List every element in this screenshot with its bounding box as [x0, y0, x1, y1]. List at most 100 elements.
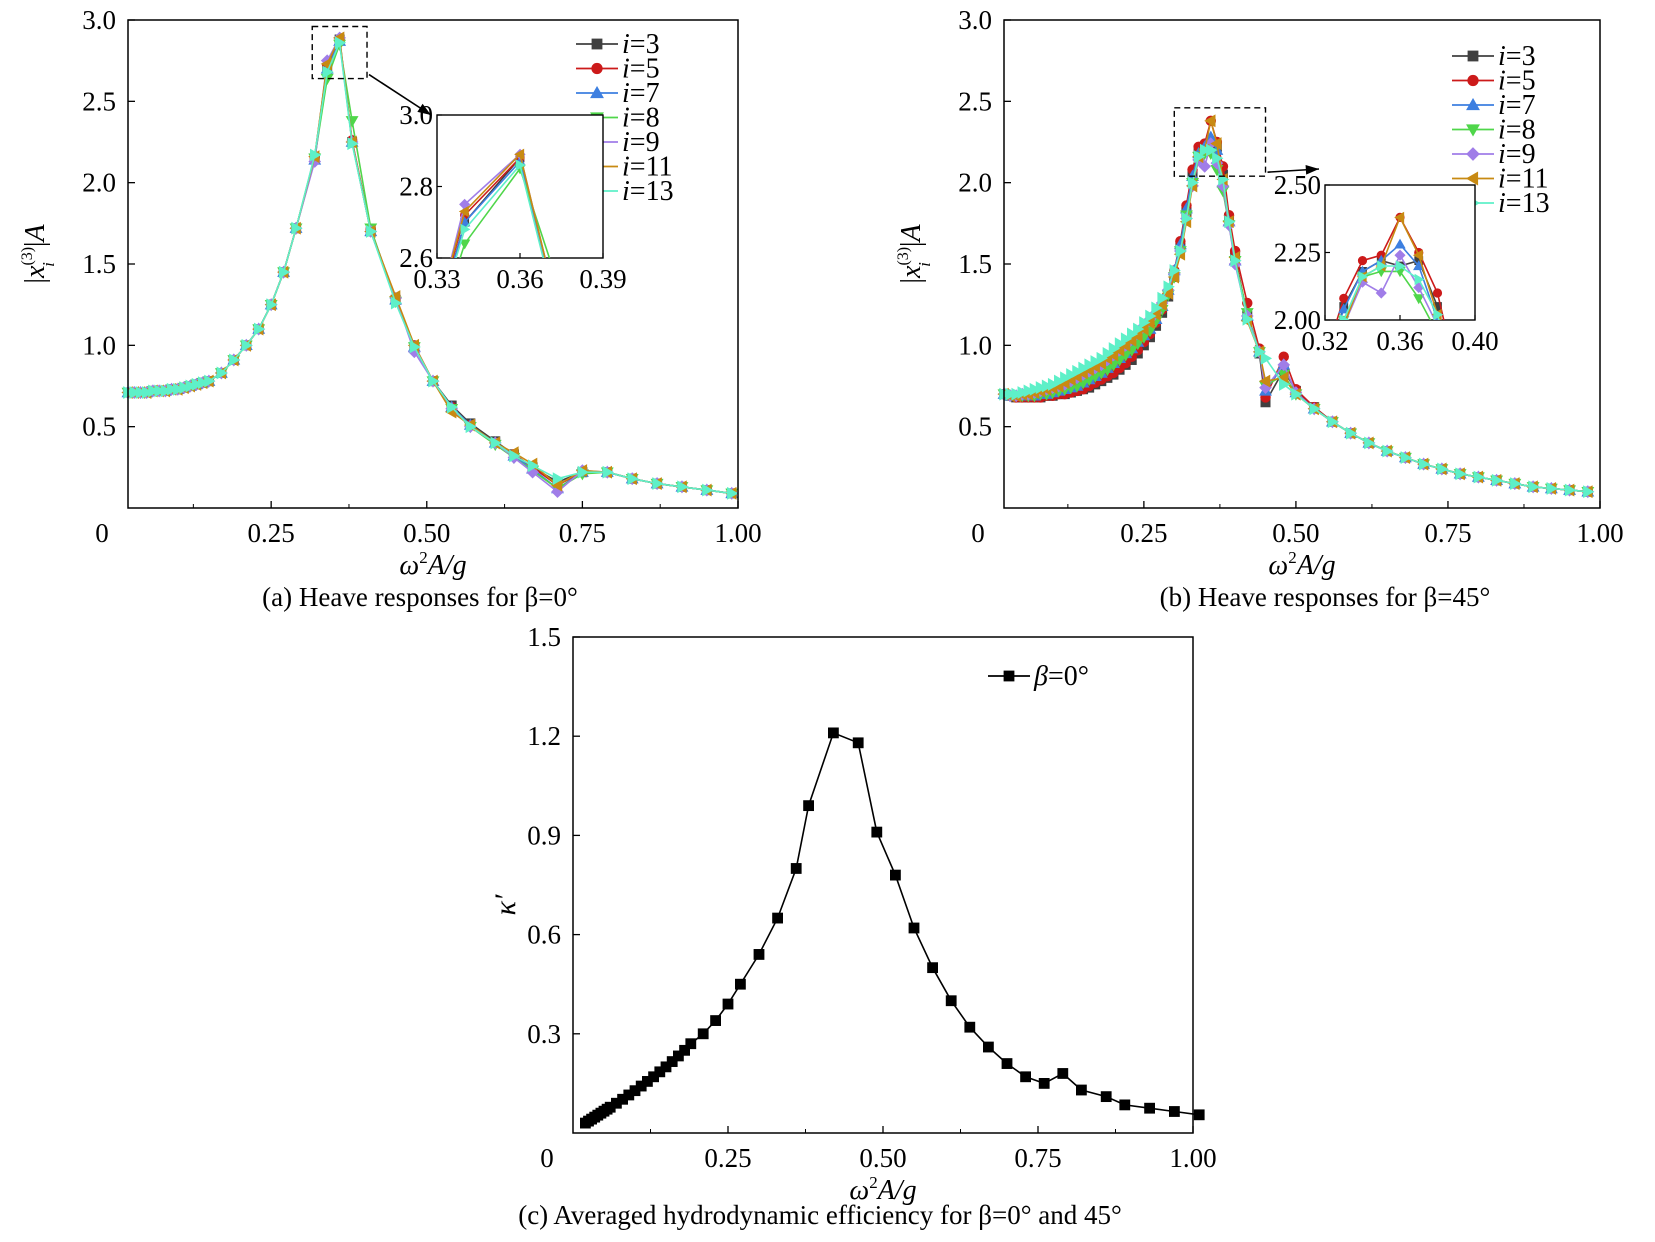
inset-data-point	[1508, 536, 1518, 545]
inset-data-point	[1471, 429, 1479, 437]
inset-y-tick-label: 2.00	[1274, 305, 1321, 335]
data-point	[1039, 1078, 1049, 1088]
y-axis-label: |x(3)i |A|x_i^(3)|/A	[19, 224, 58, 284]
data-point	[1076, 1085, 1086, 1095]
inset-data-point	[1433, 320, 1443, 330]
inset-y-tick-label: 2.8	[399, 172, 433, 202]
inset-data-point	[571, 379, 579, 387]
y-tick-label: 1.2	[527, 721, 561, 751]
inset-data-point	[1508, 516, 1516, 524]
data-point	[1261, 353, 1271, 365]
legend-marker	[592, 39, 602, 49]
data-point	[346, 117, 358, 127]
inset-data-point	[653, 575, 662, 585]
data-point	[1101, 1092, 1111, 1102]
inset-data-point	[570, 378, 579, 388]
y-tick-label: 2.5	[82, 86, 116, 116]
inset-data-point	[653, 575, 663, 585]
data-point	[890, 870, 900, 880]
y-tick-label: 1.5	[527, 622, 561, 652]
inset-data-point	[572, 382, 581, 392]
x-tick-label: 0.25	[248, 518, 295, 548]
x-tick-label: 0.75	[1014, 1143, 1061, 1173]
data-point	[1120, 1100, 1130, 1110]
data-point	[723, 999, 733, 1009]
inset-data-point	[1452, 370, 1460, 378]
series-β=0°	[580, 728, 1204, 1128]
data-point	[686, 1039, 696, 1049]
data-point	[791, 863, 801, 873]
inset-series-line	[763, 261, 1655, 833]
origin-label: 0	[540, 1143, 554, 1173]
inset-data-point	[1283, 473, 1293, 482]
data-point	[773, 913, 783, 923]
inset-data-point	[570, 378, 580, 387]
inset-data-point	[1509, 537, 1517, 545]
inset-data-point	[405, 415, 413, 423]
y-tick-label: 0.3	[527, 1019, 561, 1049]
inset-data-point	[1302, 413, 1310, 421]
x-axis-label: ω2A/g	[1268, 548, 1335, 581]
legend-marker	[1004, 671, 1014, 681]
x-tick-label: 0.25	[1120, 518, 1167, 548]
inset-x-tick-label: 0.36	[496, 264, 543, 294]
inset-data-point	[405, 411, 413, 419]
data-point	[909, 923, 919, 933]
y-tick-label: 2.0	[958, 168, 992, 198]
y-tick-label: 1.5	[82, 249, 116, 279]
inset-data-point	[571, 375, 579, 383]
inset-data-point	[1302, 424, 1310, 432]
data-point	[828, 728, 838, 738]
inset-series-line	[763, 244, 1655, 833]
x-tick-label: 0.50	[859, 1143, 906, 1173]
inset-data-point	[1284, 473, 1292, 481]
data-point	[711, 1016, 721, 1026]
inset-data-point	[1470, 445, 1480, 454]
inset-data-point	[404, 415, 414, 424]
data-point	[804, 801, 814, 811]
inset-data-point	[1340, 294, 1348, 302]
legend-marker	[592, 63, 603, 74]
y-tick-label: 2.0	[82, 168, 116, 198]
inset-y-tick-label: 2.50	[1274, 170, 1321, 200]
x-tick-label: 1.00	[1576, 518, 1623, 548]
y-tick-label: 1.0	[82, 330, 116, 360]
legend-label: i=13	[622, 176, 674, 207]
data-point	[1145, 1103, 1155, 1113]
data-point	[1058, 1068, 1068, 1078]
data-point	[1002, 1059, 1012, 1069]
inset-data-point	[1303, 428, 1312, 438]
inset-x-tick-label: 0.40	[1451, 326, 1498, 356]
legend-marker	[1468, 51, 1478, 61]
inset-data	[763, 212, 1655, 833]
data-point	[965, 1022, 975, 1032]
inset-data-point	[1509, 542, 1518, 552]
inset-series-line	[763, 217, 1655, 833]
x-tick-label: 0.50	[1272, 518, 1319, 548]
inset-data-point	[1321, 374, 1330, 384]
inset-data-point	[1470, 446, 1480, 455]
data-point	[1169, 1107, 1179, 1117]
y-tick-label: 3.0	[958, 5, 992, 35]
inset-data-point	[1433, 289, 1441, 297]
legend-marker	[1468, 75, 1479, 86]
inset-series-line	[763, 255, 1655, 833]
inset-data-point	[1283, 462, 1291, 470]
inset-data-point	[1508, 532, 1518, 541]
legend: β=0°	[988, 661, 1089, 692]
inset-data-point	[1320, 370, 1330, 379]
inset-data-point	[1320, 380, 1329, 390]
inset-data-point	[1433, 330, 1443, 339]
inset-data-point	[655, 575, 664, 585]
inset-data-point	[1508, 536, 1518, 546]
inset-data-point	[1471, 445, 1480, 455]
inset-data-point	[570, 378, 580, 388]
data-point	[983, 1042, 993, 1052]
inset-data-point	[1508, 545, 1517, 555]
caption-b: (b) Heave responses for β=45°	[1085, 582, 1565, 613]
